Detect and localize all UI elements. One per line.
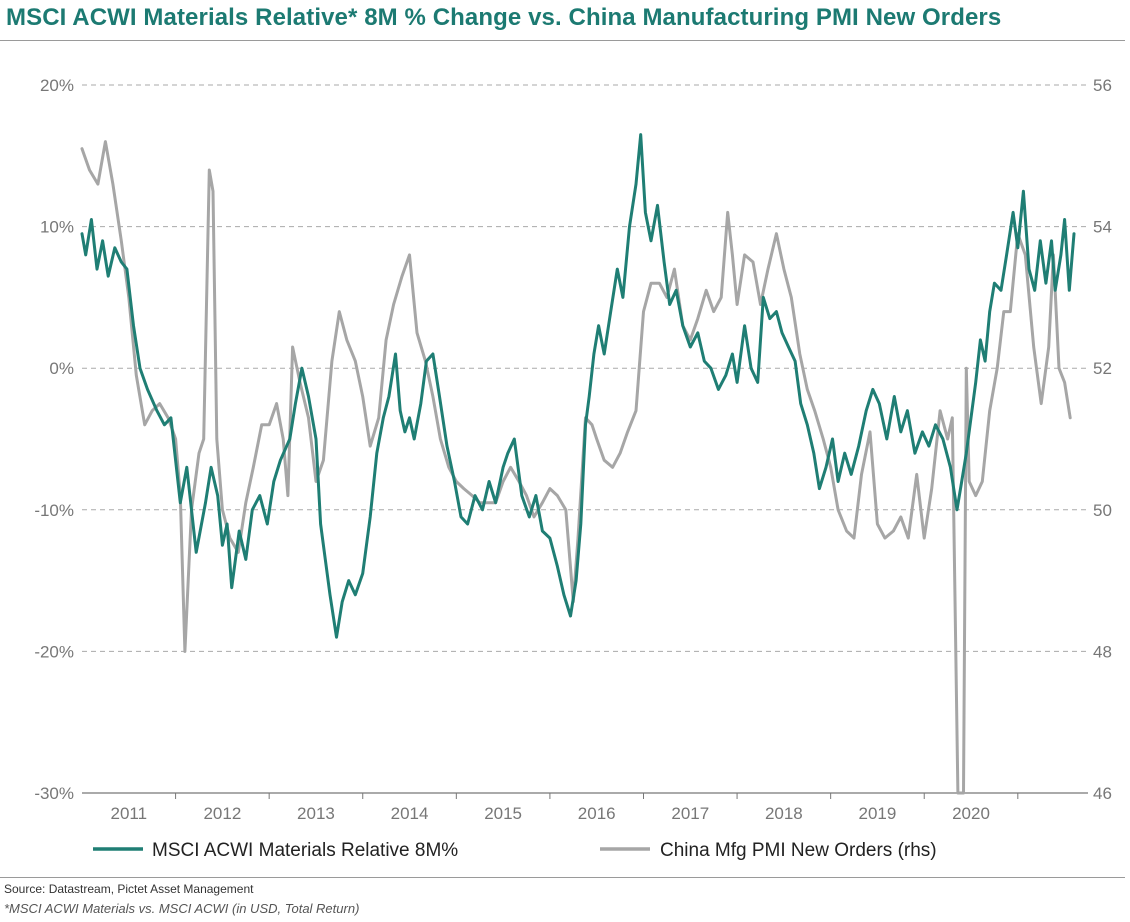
- x-tick-label: 2013: [297, 804, 335, 823]
- legend-label-materials: MSCI ACWI Materials Relative 8M%: [152, 840, 458, 861]
- x-tick-label: 2012: [203, 804, 241, 823]
- right-tick-label: 50: [1093, 501, 1112, 520]
- x-tick-label: 2020: [952, 804, 990, 823]
- right-tick-label: 48: [1093, 642, 1112, 661]
- left-axis-ticks: 20% 10% 0% -10% -20% -30%: [34, 76, 74, 803]
- left-tick-label: -30%: [34, 784, 74, 803]
- series-line-pmi: [80, 140, 1072, 795]
- x-tick-label: 2018: [765, 804, 803, 823]
- right-tick-label: 56: [1093, 76, 1112, 95]
- legend: MSCI ACWI Materials Relative 8M% China M…: [93, 840, 937, 861]
- left-tick-label: 20%: [40, 76, 74, 95]
- x-tick-label: 2015: [484, 804, 522, 823]
- right-tick-label: 46: [1093, 784, 1112, 803]
- series-line-materials: [80, 133, 1076, 639]
- left-tick-label: 0%: [49, 359, 74, 378]
- source-note: Source: Datastream, Pictet Asset Managem…: [4, 882, 254, 896]
- x-axis-ticks: 2011 2012 2013 2014 2015 2016 2017 2018 2019 2020: [111, 793, 1019, 823]
- x-tick-label: 2017: [671, 804, 709, 823]
- title-divider: [0, 40, 1125, 41]
- x-tick-label: 2014: [391, 804, 429, 823]
- left-tick-label: -10%: [34, 501, 74, 520]
- footer-divider: [0, 877, 1125, 878]
- x-tick-label: 2011: [111, 804, 148, 823]
- series-lines: [80, 133, 1076, 795]
- footnote: *MSCI ACWI Materials vs. MSCI ACWI (in U…: [4, 901, 360, 916]
- x-tick-label: 2019: [859, 804, 897, 823]
- right-axis-ticks: 56 54 52 50 48 46: [1093, 76, 1112, 803]
- x-tick-label: 2016: [578, 804, 616, 823]
- right-tick-label: 52: [1093, 359, 1112, 378]
- left-tick-label: -20%: [34, 642, 74, 661]
- right-tick-label: 54: [1093, 218, 1112, 237]
- legend-label-pmi: China Mfg PMI New Orders (rhs): [660, 840, 937, 861]
- chart-title: MSCI ACWI Materials Relative* 8M % Chang…: [6, 4, 1002, 31]
- left-tick-label: 10%: [40, 218, 74, 237]
